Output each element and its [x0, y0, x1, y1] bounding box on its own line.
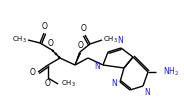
Text: O: O [78, 41, 84, 50]
Text: N: N [94, 61, 100, 71]
Text: CH$_3$: CH$_3$ [61, 79, 76, 89]
Text: O: O [48, 39, 54, 48]
Text: CH$_3$: CH$_3$ [103, 35, 118, 45]
Text: O: O [42, 22, 48, 31]
Polygon shape [75, 53, 81, 65]
Text: O: O [45, 79, 51, 88]
Text: NH$_2$: NH$_2$ [163, 66, 179, 78]
Text: N: N [144, 88, 150, 97]
Text: O: O [30, 67, 36, 77]
Text: N: N [111, 78, 117, 88]
Text: CH$_3$: CH$_3$ [12, 35, 27, 45]
Text: O: O [81, 24, 87, 33]
Text: N: N [117, 36, 123, 45]
